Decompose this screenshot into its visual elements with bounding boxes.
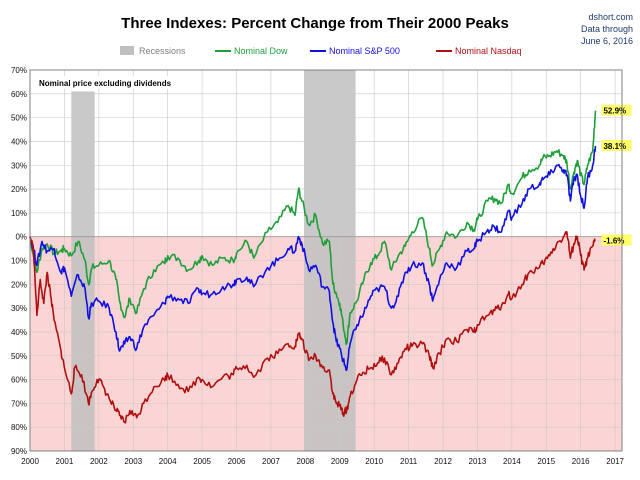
y-tick-label: 60% xyxy=(11,90,27,99)
end-label-value: 38.1% xyxy=(603,142,626,151)
x-tick-label: 2014 xyxy=(503,457,521,466)
y-tick-label: 30% xyxy=(11,304,27,313)
y-tick-label: 80% xyxy=(11,423,27,432)
legend-item: Nominal S&P 500 xyxy=(310,46,400,56)
y-tick-label: 10% xyxy=(11,257,27,266)
x-tick-label: 2016 xyxy=(572,457,590,466)
series-line xyxy=(29,110,597,345)
gridlines xyxy=(29,69,622,452)
source-site: dshort.com xyxy=(588,12,633,22)
series-line xyxy=(29,145,597,371)
y-tick-label: 10% xyxy=(11,209,27,218)
legend-item: Recessions xyxy=(120,46,186,56)
y-tick-label: 40% xyxy=(11,328,27,337)
y-tick-label: 50% xyxy=(11,114,27,123)
y-tick-label: 90% xyxy=(11,447,27,456)
source-date-label: Data through xyxy=(581,24,633,34)
end-labels: 52.9% 38.1% -1.6% xyxy=(601,104,632,246)
x-tick-label: 2006 xyxy=(228,457,246,466)
x-tick-label: 2008 xyxy=(296,457,314,466)
end-label-value: -1.6% xyxy=(603,236,624,245)
x-tick-label: 2013 xyxy=(469,457,487,466)
x-tick-label: 2017 xyxy=(606,457,624,466)
legend-item: Nominal Nasdaq xyxy=(436,46,522,56)
x-tick-label: 2007 xyxy=(262,457,280,466)
end-label-background xyxy=(601,234,632,246)
x-tick-label: 2002 xyxy=(90,457,108,466)
y-tick-label: 30% xyxy=(11,161,27,170)
x-tick-label: 2004 xyxy=(159,457,177,466)
note-box-background xyxy=(36,76,194,89)
y-tick-label: 0% xyxy=(15,233,27,242)
legend: Recessions Nominal Dow Nominal S&P 500 Nomi… xyxy=(120,46,522,56)
x-tick-label: 2001 xyxy=(56,457,74,466)
y-tick-label: 20% xyxy=(11,185,27,194)
note-box: Nominal price excluding dividends xyxy=(36,76,194,89)
x-axis: 2000 2001 2002 2003 2004 2005 2006 2007 2008 2009… xyxy=(21,457,624,466)
legend-item: Nominal Dow xyxy=(215,46,288,56)
legend-label: Nominal S&P 500 xyxy=(329,46,400,56)
y-tick-label: 70% xyxy=(11,66,27,75)
x-tick-label: 2000 xyxy=(21,457,39,466)
x-tick-label: 2015 xyxy=(537,457,555,466)
x-tick-label: 2010 xyxy=(365,457,383,466)
end-label: 38.1% xyxy=(601,139,632,151)
legend-swatch xyxy=(120,46,134,55)
y-axis: 70% 60% 50% 40% 30% 20% 10% 0% 10% 20% 30% 40% 50% 60… xyxy=(11,66,27,456)
legend-label: Nominal Dow xyxy=(234,46,288,56)
x-tick-label: 2005 xyxy=(193,457,211,466)
source-date: June 6, 2016 xyxy=(581,36,633,46)
y-tick-label: 70% xyxy=(11,399,27,408)
y-tick-label: 60% xyxy=(11,376,27,385)
end-label-background xyxy=(601,104,632,116)
x-tick-label: 2012 xyxy=(434,457,452,466)
y-tick-label: 20% xyxy=(11,280,27,289)
plot-border xyxy=(29,69,623,452)
y-tick-label: 40% xyxy=(11,137,27,146)
end-label-background xyxy=(601,139,632,151)
end-label: -1.6% xyxy=(601,234,632,246)
x-tick-label: 2011 xyxy=(400,457,418,466)
x-tick-label: 2003 xyxy=(124,457,142,466)
note-text: Nominal price excluding dividends xyxy=(39,79,172,88)
legend-label: Nominal Nasdaq xyxy=(455,46,522,56)
series-lines xyxy=(29,110,597,424)
y-tick-label: 50% xyxy=(11,352,27,361)
end-label: 52.9% xyxy=(601,104,632,116)
legend-label: Recessions xyxy=(139,46,186,56)
recession-band xyxy=(71,91,95,452)
chart-title: Three Indexes: Percent Change from Their… xyxy=(121,15,509,32)
x-tick-label: 2009 xyxy=(331,457,349,466)
series-line xyxy=(29,231,596,424)
end-label-value: 52.9% xyxy=(603,107,626,116)
